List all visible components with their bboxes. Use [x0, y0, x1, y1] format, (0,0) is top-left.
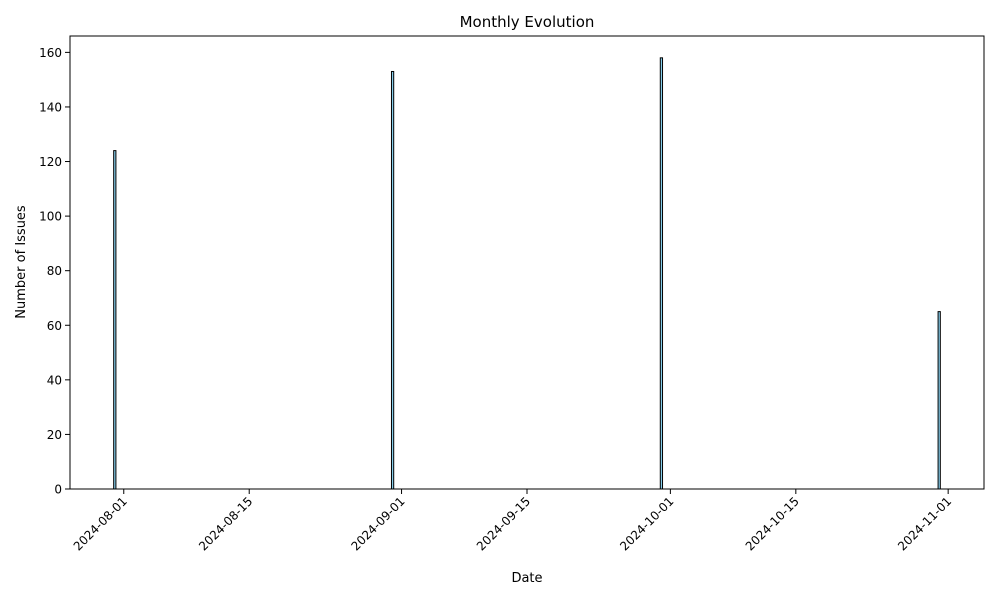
y-tick-label: 120 [39, 155, 62, 169]
bar-2024-09-30 [659, 57, 664, 490]
y-tick-label: 60 [47, 319, 62, 333]
y-tick-label: 140 [39, 100, 62, 114]
x-tick-label: 2024-10-15 [743, 494, 802, 553]
x-tick-label: 2024-09-01 [348, 494, 407, 553]
y-tick-label: 100 [39, 210, 62, 224]
bar-2024-10-31 [937, 311, 941, 490]
x-axis-label: Date [511, 571, 542, 586]
x-tick-label: 2024-08-15 [196, 494, 255, 553]
x-tick-label: 2024-11-01 [895, 494, 954, 553]
y-axis: 0 20 40 60 80 100 120 140 160 [39, 46, 70, 497]
x-tick-label: 2024-08-01 [71, 494, 130, 553]
plot-area [113, 57, 941, 490]
y-axis-label: Number of Issues [14, 205, 29, 319]
chart-title: Monthly Evolution [460, 13, 595, 31]
y-tick-label: 0 [54, 483, 62, 497]
bar-2024-07-31 [113, 150, 117, 490]
plot-frame [69, 35, 985, 490]
x-tick-label: 2024-10-01 [617, 494, 676, 553]
x-axis: 2024-08-01 2024-08-15 2024-09-01 2024-09-15… [71, 489, 954, 553]
y-tick-label: 80 [47, 264, 62, 278]
y-tick-label: 20 [47, 428, 62, 442]
bar-2024-08-31 [390, 70, 395, 490]
y-tick-label: 160 [39, 46, 62, 60]
x-tick-label: 2024-09-15 [474, 494, 533, 553]
y-tick-label: 40 [47, 373, 62, 387]
